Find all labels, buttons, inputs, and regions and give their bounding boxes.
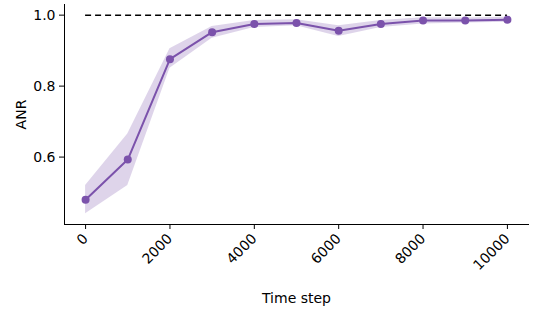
svg-text:4000: 4000 xyxy=(223,230,260,267)
svg-text:1.0: 1.0 xyxy=(33,7,55,23)
svg-text:ANR: ANR xyxy=(13,99,29,129)
svg-text:10000: 10000 xyxy=(470,230,513,273)
svg-text:Time step: Time step xyxy=(261,290,331,306)
svg-text:0.6: 0.6 xyxy=(33,149,55,165)
svg-text:6000: 6000 xyxy=(307,230,344,267)
svg-text:2000: 2000 xyxy=(139,230,176,267)
svg-text:0.8: 0.8 xyxy=(33,78,55,94)
svg-text:8000: 8000 xyxy=(392,230,429,267)
svg-text:0: 0 xyxy=(73,230,91,248)
